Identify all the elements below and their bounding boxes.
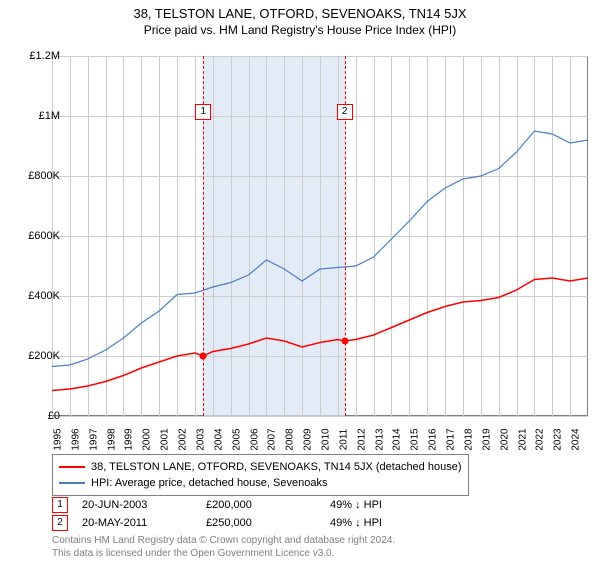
x-tick-label: 2024 — [571, 428, 582, 450]
legend-row: HPI: Average price, detached house, Seve… — [59, 475, 462, 491]
sale-price: £200,000 — [206, 499, 316, 511]
x-tick-label: 2014 — [392, 428, 403, 450]
x-tick-label: 2001 — [160, 428, 171, 450]
x-tick-label: 2013 — [374, 428, 385, 450]
legend-row: 38, TELSTON LANE, OTFORD, SEVENOAKS, TN1… — [59, 459, 462, 475]
x-tick-label: 2015 — [410, 428, 421, 450]
x-tick-label: 2009 — [303, 428, 314, 450]
sale-marker-number: 1 — [52, 497, 68, 513]
x-tick-label: 2021 — [517, 428, 528, 450]
sale-price: £250,000 — [206, 517, 316, 529]
y-tick-label: £200K — [14, 350, 60, 362]
x-tick-label: 2023 — [553, 428, 564, 450]
chart-lines — [52, 56, 588, 416]
legend-swatch — [59, 482, 85, 484]
x-tick-label: 2000 — [142, 428, 153, 450]
sale-marker-number: 2 — [52, 515, 68, 531]
x-tick-label: 2016 — [428, 428, 439, 450]
y-tick-label: £400K — [14, 290, 60, 302]
x-tick-label: 2022 — [535, 428, 546, 450]
footer-line: Contains HM Land Registry data © Crown c… — [52, 534, 395, 547]
x-tick-label: 2002 — [178, 428, 189, 450]
legend-label: HPI: Average price, detached house, Seve… — [91, 477, 327, 489]
x-tick-label: 1998 — [106, 428, 117, 450]
x-tick-label: 2003 — [196, 428, 207, 450]
x-tick-label: 1995 — [53, 428, 64, 450]
sale-marker-dot — [200, 353, 207, 360]
legend-label: 38, TELSTON LANE, OTFORD, SEVENOAKS, TN1… — [91, 461, 462, 473]
attribution-footer: Contains HM Land Registry data © Crown c… — [52, 534, 395, 560]
sale-marker-box: 1 — [195, 104, 211, 120]
chart-title: 38, TELSTON LANE, OTFORD, SEVENOAKS, TN1… — [0, 6, 600, 21]
sale-events-list: 1 20-JUN-2003 £200,000 49% ↓ HPI 2 20-MA… — [52, 496, 440, 532]
x-tick-label: 2012 — [356, 428, 367, 450]
chart-subtitle: Price paid vs. HM Land Registry's House … — [0, 23, 600, 37]
x-tick-label: 2004 — [213, 428, 224, 450]
chart-plot-area: 12 — [52, 56, 588, 416]
x-tick-label: 2018 — [464, 428, 475, 450]
sale-row: 2 20-MAY-2011 £250,000 49% ↓ HPI — [52, 514, 440, 532]
chart-legend: 38, TELSTON LANE, OTFORD, SEVENOAKS, TN1… — [52, 454, 469, 496]
sale-marker-dot — [341, 338, 348, 345]
sale-vs-hpi: 49% ↓ HPI — [330, 517, 440, 529]
x-tick-label: 2011 — [338, 429, 349, 451]
x-tick-label: 2008 — [285, 428, 296, 450]
sale-date: 20-JUN-2003 — [82, 499, 192, 511]
y-tick-label: £1M — [14, 110, 60, 122]
x-tick-label: 1999 — [124, 428, 135, 450]
footer-line: This data is licensed under the Open Gov… — [52, 547, 395, 560]
x-tick-label: 2010 — [321, 428, 332, 450]
sale-date: 20-MAY-2011 — [82, 517, 192, 529]
x-tick-label: 2006 — [249, 428, 260, 450]
series-property — [52, 278, 588, 391]
y-tick-label: £600K — [14, 230, 60, 242]
x-tick-label: 2020 — [499, 428, 510, 450]
sale-row: 1 20-JUN-2003 £200,000 49% ↓ HPI — [52, 496, 440, 514]
legend-swatch — [59, 466, 85, 468]
y-tick-label: £0 — [14, 410, 60, 422]
sale-marker-box: 2 — [337, 104, 353, 120]
y-tick-label: £800K — [14, 170, 60, 182]
x-tick-label: 2005 — [231, 428, 242, 450]
y-tick-label: £1.2M — [14, 50, 60, 62]
x-tick-label: 2019 — [481, 428, 492, 450]
x-tick-label: 2007 — [267, 428, 278, 450]
x-tick-label: 2017 — [446, 428, 457, 450]
series-hpi — [52, 131, 588, 367]
x-tick-label: 1997 — [88, 428, 99, 450]
x-tick-label: 1996 — [70, 428, 81, 450]
sale-vs-hpi: 49% ↓ HPI — [330, 499, 440, 511]
